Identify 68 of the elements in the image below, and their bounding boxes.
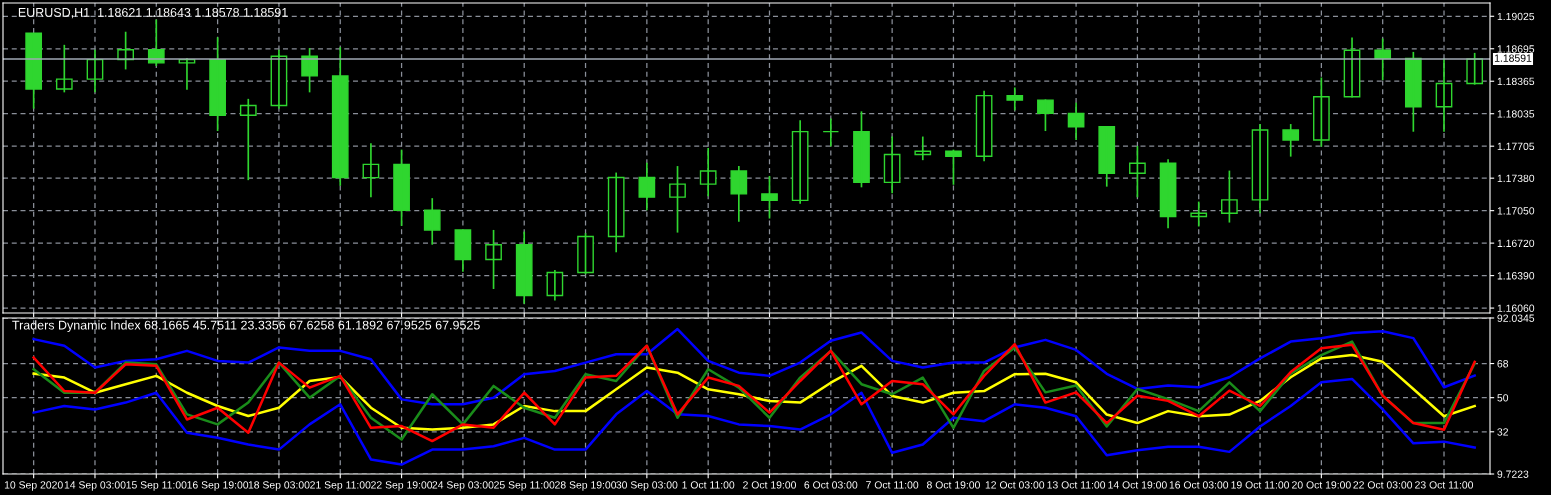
chart-title: Traders Dynamic Index 68.1665 45.7511 23.3356 67.6258 61.1892 67.9525 67.9525: [12, 320, 480, 332]
y-tick-label: 1.16390: [1497, 272, 1535, 280]
candlestick: [853, 110, 870, 189]
x-tick-label: 13 Oct 11:00: [1047, 481, 1106, 489]
candlestick: [515, 230, 533, 305]
candlestick: [1129, 145, 1146, 199]
candlestick: [699, 147, 717, 198]
y-tick-label: 1.16720: [1497, 239, 1535, 247]
candlestick: [423, 197, 441, 246]
candlestick: [577, 232, 594, 276]
candlestick: [791, 119, 809, 205]
y-tick-label: 32: [1497, 428, 1509, 436]
x-tick-label: 8 Oct 19:00: [926, 481, 980, 489]
x-tick-label: 2 Oct 19:00: [743, 481, 797, 489]
y-tick-label: 1.17050: [1497, 207, 1535, 215]
y-tick-label: 1.18365: [1497, 77, 1535, 86]
candlestick: [209, 36, 226, 132]
x-tick-label: 28 Sep 19:00: [555, 481, 617, 491]
x-tick-label: 15 Sep 11:00: [126, 481, 187, 491]
x-tick-label: 14 Oct 19:00: [1108, 481, 1167, 489]
chart-title: EURUSD,H1 1.18621 1.18643 1.18578 1.18591: [18, 7, 288, 19]
candlestick: [485, 229, 502, 290]
x-tick-label: 22 Oct 03:00: [1353, 481, 1413, 489]
y-tick-label: 1.17705: [1497, 142, 1535, 151]
candlestick: [1098, 125, 1116, 188]
x-tick-label: 16 Oct 03:00: [1169, 481, 1229, 489]
candlestick: [393, 148, 410, 227]
x-tick-label: 23 Oct 11:00: [1415, 481, 1474, 489]
x-tick-label: 19 Oct 11:00: [1231, 481, 1290, 489]
candlestick: [1282, 123, 1300, 158]
candlestick: [1037, 98, 1054, 132]
y-tick-label: 1.18695: [1497, 45, 1535, 53]
x-tick-label: 10 Sep 2020: [4, 481, 63, 491]
x-tick-label: 7 Oct 11:00: [866, 481, 919, 489]
y-tick-label: 9.7223: [1497, 470, 1529, 478]
x-tick-label: 14 Sep 03:00: [64, 481, 126, 491]
x-tick-label: 20 Oct 19:00: [1292, 481, 1351, 489]
candlestick: [822, 117, 840, 148]
y-tick-label: 1.18035: [1497, 110, 1535, 118]
candlestick: [1313, 76, 1330, 148]
x-tick-label: 30 Sep 03:00: [616, 481, 678, 491]
x-tick-label: 12 Oct 03:00: [985, 481, 1045, 489]
y-tick-label: 1.16060: [1497, 304, 1535, 312]
x-tick-label: 18 Sep 03:00: [248, 481, 310, 491]
x-tick-label: 25 Sep 11:00: [494, 481, 555, 491]
candlestick: [1404, 51, 1422, 133]
x-tick-label: 16 Sep 19:00: [187, 481, 249, 491]
candlestick: [761, 175, 778, 220]
y-tick-label: 92.0345: [1497, 314, 1535, 322]
candlestick: [638, 161, 656, 212]
ref-line-label: 1.18591: [1494, 54, 1532, 62]
y-tick-label: 1.17380: [1497, 174, 1535, 183]
x-tick-label: 21 Sep 11:00: [310, 481, 371, 491]
x-tick-label: 22 Sep 19:00: [371, 481, 433, 491]
candlestick: [1006, 86, 1024, 112]
y-tick-label: 50: [1497, 394, 1509, 402]
candlestick: [945, 148, 962, 186]
y-tick-label: 68: [1497, 360, 1509, 368]
x-tick-label: 1 Oct 11:00: [682, 481, 735, 489]
candlestick: [669, 165, 686, 234]
candlestick: [55, 43, 73, 94]
y-tick-label: 1.19025: [1497, 12, 1535, 21]
line-series: [32, 377, 1476, 466]
candlestick: [730, 165, 748, 223]
x-tick-label: 24 Sep 03:00: [432, 481, 494, 491]
candlestick: [25, 32, 43, 110]
candlestick: [1221, 169, 1238, 224]
x-tick-label: 6 Oct 03:00: [804, 481, 858, 489]
